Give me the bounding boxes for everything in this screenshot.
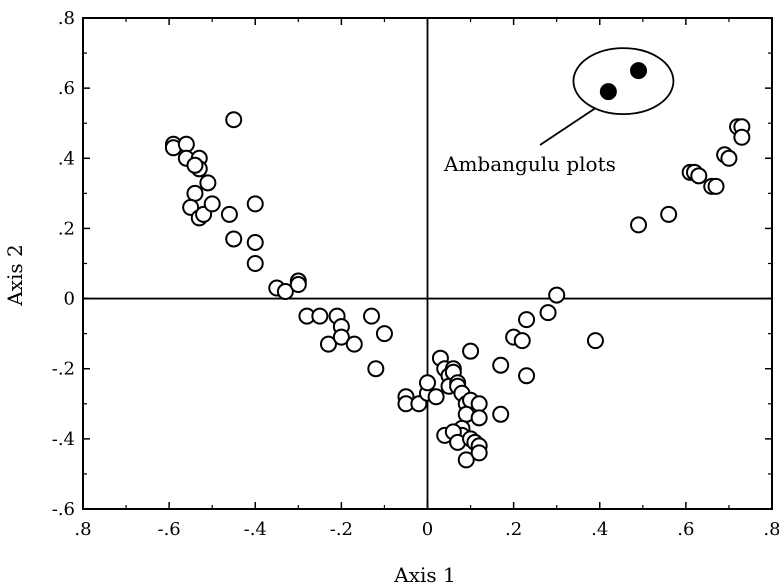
y-tick-label: -.2 [52, 359, 75, 380]
y-tick-label: -.4 [52, 429, 75, 450]
data-point [319, 335, 337, 353]
y-tick-label: -.6 [52, 499, 75, 520]
data-point [246, 255, 264, 272]
data-point [470, 409, 488, 427]
y-tick-label: .8 [58, 8, 75, 29]
data-point [203, 195, 221, 213]
highlight-ellipse [572, 47, 675, 116]
data-point [276, 283, 294, 301]
data-point [518, 311, 536, 329]
data-point [518, 367, 536, 385]
data-point [513, 332, 531, 350]
data-point [548, 286, 566, 304]
data-point [177, 135, 195, 153]
annotation-layer: Ambangulu plots [443, 47, 675, 176]
data-point [660, 205, 678, 223]
data-point [457, 451, 475, 469]
x-tick-label: .2 [505, 519, 522, 540]
x-tick-label: .6 [677, 519, 694, 540]
data-point [332, 328, 350, 346]
y-tick-label: 0 [64, 289, 75, 310]
data-point [470, 444, 488, 462]
data-point [586, 332, 604, 350]
data-point [733, 128, 751, 146]
data-point [427, 388, 445, 406]
data-point [690, 167, 708, 185]
data-point [246, 233, 264, 251]
ambangulu-point [599, 83, 617, 101]
data-point [186, 184, 204, 202]
x-tick-label: .4 [591, 519, 608, 540]
x-tick-label: 0 [422, 519, 433, 540]
y-tick-label: .6 [58, 78, 75, 99]
x-tick-label: -.4 [244, 519, 267, 540]
data-point [492, 356, 510, 374]
data-point [462, 342, 480, 360]
data-point [375, 325, 393, 343]
data-point [246, 195, 264, 213]
x-tick-label: .8 [763, 519, 779, 540]
data-point [707, 177, 725, 195]
ambangulu-point [630, 62, 648, 80]
data-point [492, 405, 510, 423]
data-point [220, 205, 238, 223]
data-point [419, 374, 436, 392]
data-point [289, 276, 307, 294]
points-layer [164, 62, 751, 469]
data-point [345, 335, 363, 353]
x-tick-label: -.2 [330, 519, 353, 540]
data-point [367, 360, 385, 378]
data-point [363, 307, 381, 325]
x-tick-label: -.6 [157, 519, 180, 540]
data-point [470, 395, 488, 413]
y-tick-label: .2 [58, 218, 75, 239]
data-point [630, 216, 648, 234]
data-point [311, 307, 329, 325]
data-point [225, 230, 243, 248]
x-axis-title: Axis 1 [393, 563, 455, 587]
data-point [720, 149, 738, 167]
annotation-label: Ambangulu plots [443, 152, 616, 176]
y-axis-title: Axis 2 [3, 244, 27, 306]
y-tick-label: .4 [58, 148, 75, 169]
ticks-layer: .8 -.6 -.4 -.2 0.2.4.6.8.8.6.4.20-.2-.4-.6 [52, 8, 779, 540]
axes-layer [82, 17, 773, 510]
x-tick-label: .8 [74, 519, 91, 540]
leader-line [539, 107, 596, 146]
data-point [199, 174, 217, 192]
data-point [225, 111, 243, 129]
data-point [539, 304, 557, 322]
data-point [186, 156, 204, 174]
